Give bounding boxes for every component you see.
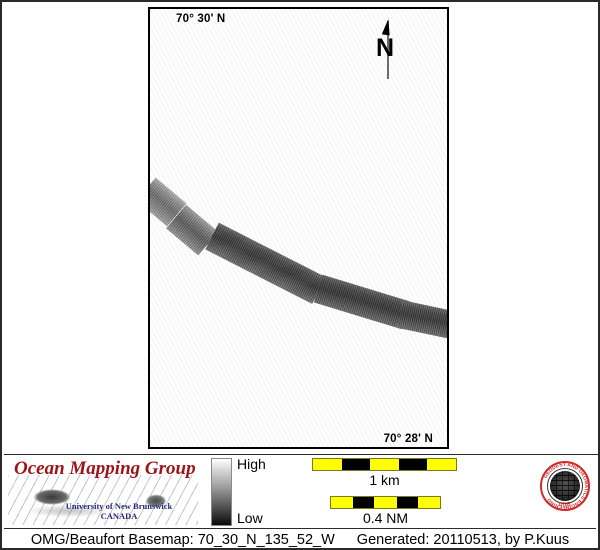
scalebar-km-label: 1 km <box>369 472 400 488</box>
logo-university-line: University of New Brunswick <box>65 501 173 511</box>
depth-colorbar-group: High Low <box>211 456 289 526</box>
logo-title: Ocean Mapping Group <box>14 458 196 479</box>
north-arrow-head <box>381 18 393 36</box>
scalebar-segment <box>417 497 440 508</box>
logo-background-art <box>8 475 198 525</box>
logo-country-line: CANADA <box>100 510 138 521</box>
scalebar-nm-label: 0.4 NM <box>362 510 409 526</box>
unb-geodesy-seal-icon: GEODESY AND GEOMATICS ENGINEERING UNB <box>540 461 590 511</box>
seal-ring-text: GEODESY AND GEOMATICS ENGINEERING <box>543 462 589 510</box>
north-arrow-label: N <box>376 34 395 62</box>
swath-gap <box>307 209 329 231</box>
scalebar-segment <box>342 459 370 470</box>
seal-globe-icon <box>550 471 580 501</box>
latitude-label-south: 70° 28' N <box>383 433 433 445</box>
scalebar-km-bar <box>312 458 457 471</box>
north-arrow-stem <box>387 21 389 79</box>
scalebar-segment <box>369 459 400 470</box>
logo-institution: University of New Brunswick CANADA <box>44 501 194 522</box>
footer-basemap-text: OMG/Beaufort Basemap: 70_30_N_135_52_W <box>30 532 335 548</box>
scalebar-segment <box>396 497 418 508</box>
scalebar-nm-bar <box>330 496 441 509</box>
scalebar-segment <box>313 459 343 470</box>
swath-segment <box>397 300 447 345</box>
depth-colorbar <box>211 458 232 526</box>
scalebar-km: 1 km <box>312 458 457 488</box>
scalebar-segment <box>426 459 456 470</box>
sonar-swath <box>150 9 447 447</box>
north-arrow-icon: N <box>375 18 401 81</box>
legend-strip: Ocean Mapping Group University of New Br… <box>4 454 598 527</box>
scalebar-segment <box>353 497 375 508</box>
map-panel[interactable]: 70° 30' N 135° 52' W 135° 48' W 70° 28' … <box>148 7 449 449</box>
colorbar-high-label: High <box>237 456 266 472</box>
swath-segment <box>313 274 411 330</box>
colorbar-low-label: Low <box>237 510 263 526</box>
scalebar-nm: 0.4 NM <box>330 496 441 526</box>
scalebar-segment <box>374 497 397 508</box>
seal-unb-tag: UNB <box>558 502 572 508</box>
ocean-mapping-group-logo: Ocean Mapping Group University of New Br… <box>8 457 198 525</box>
scale-bars: 1 km 0.4 NM <box>302 455 482 527</box>
seal-outer-ring <box>540 461 590 511</box>
swath-segment <box>205 222 326 304</box>
footer-caption: OMG/Beaufort Basemap: 70_30_N_135_52_W G… <box>4 528 596 548</box>
footer-generated-text: Generated: 20110513, by P.Kuus <box>356 532 570 548</box>
latitude-label-north: 70° 30' N <box>176 13 226 25</box>
scalebar-segment <box>331 497 354 508</box>
scalebar-segment <box>399 459 427 470</box>
